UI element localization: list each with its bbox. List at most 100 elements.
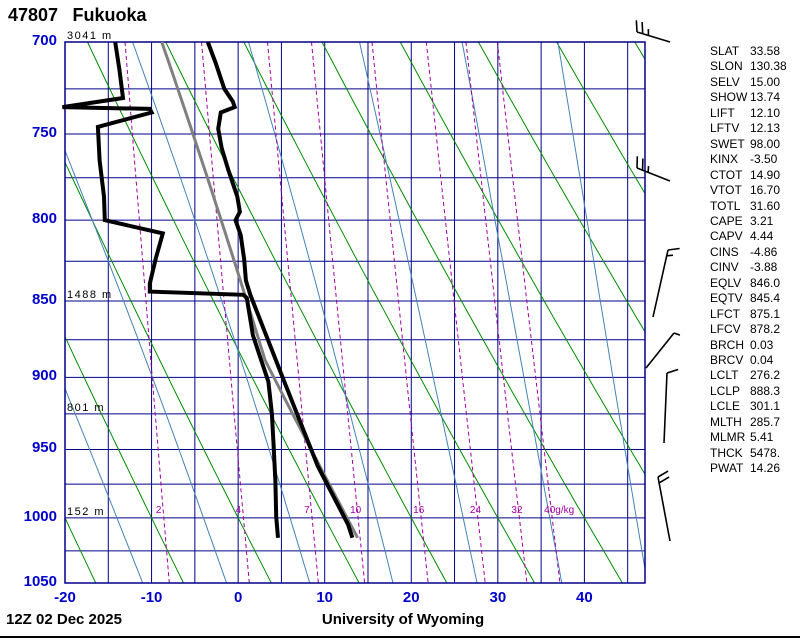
stat-label: PWAT	[710, 461, 744, 476]
dry-adiabat-line	[321, 42, 623, 583]
stats-row: SLON 130.38	[710, 59, 800, 74]
stat-value: 130.38	[750, 59, 787, 74]
stats-row: LFTV 12.13	[710, 121, 800, 136]
stats-row: VTOT 16.70	[710, 183, 800, 198]
stats-row: BRCV 0.04	[710, 353, 800, 368]
plot-grid	[65, 42, 645, 583]
stats-row: BRCH 0.03	[710, 338, 800, 353]
stat-value: 0.04	[750, 353, 774, 367]
stat-value: 98.00	[750, 136, 781, 151]
stat-label: LFCV	[710, 322, 741, 337]
stat-label: CAPV	[710, 229, 743, 244]
stat-value: -3.88	[750, 260, 778, 275]
temperature-trace	[205, 41, 355, 539]
stats-row: CAPE 3.21	[710, 214, 800, 229]
pressure-tick-label: 700	[31, 32, 57, 49]
mixing-ratio-label: 40g/kg	[544, 505, 575, 516]
dry-adiabat-line	[165, 42, 448, 583]
height-label: 801 m	[67, 401, 106, 414]
stat-value: 5.41	[750, 430, 774, 445]
stats-row: EQTV 845.4	[710, 291, 800, 306]
mixing-ratio-line	[311, 42, 366, 583]
dry-adiabat-line	[243, 42, 536, 583]
mixing-ratio-label: 24	[469, 505, 482, 516]
stat-value: 14.26	[750, 461, 781, 476]
stat-label: CINS	[710, 244, 739, 259]
mixing-ratio-label: 16	[413, 505, 425, 516]
stat-label: SWET	[710, 136, 745, 151]
temp-tick-label: 0	[233, 589, 243, 606]
moist-adiabat-line	[461, 42, 563, 583]
wind-barb	[657, 470, 671, 542]
stat-label: LCLE	[710, 399, 741, 414]
wind-barb	[635, 20, 671, 43]
stat-label: BRCH	[710, 337, 745, 352]
mixing-ratio-line	[425, 42, 486, 583]
stat-value: 16.70	[750, 183, 781, 198]
stat-value: 888.3	[750, 383, 781, 398]
moist-adiabat-line	[132, 42, 311, 583]
stat-label: LFCT	[710, 306, 740, 321]
stats-row: MLMR 5.41	[710, 430, 800, 445]
stat-label: LIFT	[710, 105, 735, 120]
stats-row: LCLE 301.1	[710, 399, 800, 414]
stat-value: 31.60	[750, 198, 781, 213]
mixing-ratio-label: 32	[511, 505, 523, 516]
stat-label: MLMR	[710, 430, 746, 445]
moist-adiabat-line	[65, 149, 227, 583]
temp-tick-label: 10	[316, 589, 334, 606]
dewpoint-trace	[62, 41, 280, 538]
dry-adiabat-line	[65, 161, 272, 583]
mixing-ratio-label: 10	[350, 505, 362, 516]
mixing-ratio-line	[124, 42, 170, 583]
stats-row: PWAT 14.26	[710, 461, 800, 476]
stat-label: BRCV	[710, 353, 744, 367]
stats-row: KINX -3.50	[710, 152, 800, 167]
pressure-tick-label: 1000	[23, 507, 57, 525]
stats-row: EQLV 846.0	[710, 276, 800, 291]
stat-value: 3.21	[750, 213, 774, 228]
dry-adiabat-line	[65, 335, 184, 583]
mixing-ratio-line	[371, 42, 429, 583]
mixing-ratio-line	[465, 42, 528, 583]
dry-adiabat-line	[399, 42, 645, 476]
pressure-tick-label: 900	[31, 367, 57, 385]
stats-row: LIFT 12.10	[710, 106, 800, 121]
stat-value: 875.1	[750, 306, 781, 321]
stat-label: SELV	[710, 74, 740, 89]
wind-barb	[645, 332, 681, 369]
dry-adiabat-line	[556, 42, 645, 195]
stat-label: EQLV	[710, 275, 742, 290]
stat-value: -4.86	[750, 244, 778, 259]
pressure-tick-label: 800	[31, 210, 57, 228]
stats-row: LCLT 276.2	[710, 368, 800, 383]
stat-label: CTOT	[710, 167, 743, 182]
temp-tick-label: 20	[402, 589, 420, 606]
stat-value: 285.7	[750, 414, 781, 429]
stat-label: THCK	[710, 445, 743, 460]
stats-row: CINS -4.86	[710, 245, 800, 260]
stat-label: KINX	[710, 152, 739, 167]
station-name: Fukuoka	[72, 5, 147, 25]
stat-label: LCLT	[710, 368, 739, 383]
height-label: 3041 m	[67, 30, 113, 42]
moist-adiabat-line	[65, 387, 144, 583]
stats-row: LCLP 888.3	[710, 384, 800, 399]
pressure-tick-label: 950	[31, 439, 57, 457]
stat-label: LFTV	[710, 121, 740, 136]
dry-adiabat-line	[87, 42, 360, 583]
dry-adiabat-line	[477, 42, 645, 333]
mixing-ratio-label: 4	[235, 505, 242, 516]
stat-value: 15.00	[750, 74, 781, 89]
mixing-ratio-label: 2	[155, 505, 162, 516]
page-title: 47807 Fukuoka	[8, 5, 147, 26]
stats-row: CINV -3.88	[710, 260, 800, 275]
stat-label: TOTL	[710, 198, 741, 213]
stat-label: SLON	[710, 59, 743, 74]
stat-value: 301.1	[750, 399, 781, 414]
station-id: 47807	[8, 5, 59, 25]
moist-adiabat-line	[359, 42, 478, 583]
stat-label: SHOW	[710, 90, 748, 105]
